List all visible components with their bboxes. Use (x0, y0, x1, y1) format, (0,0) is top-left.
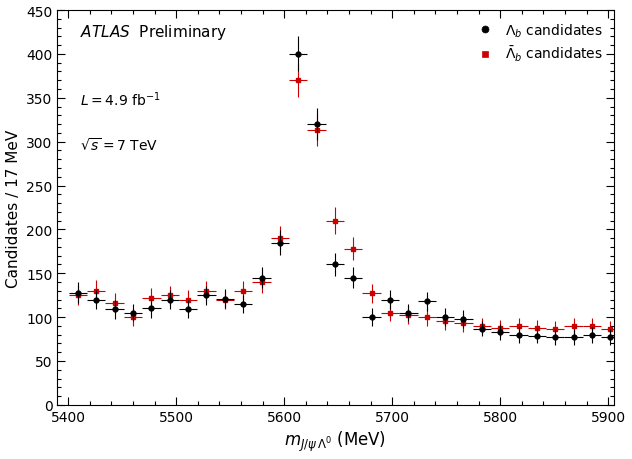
Text: $\bf{\it{ATLAS}}$  Preliminary: $\bf{\it{ATLAS}}$ Preliminary (80, 23, 227, 42)
Text: $\sqrt{s} = 7\ \mathrm{TeV}$: $\sqrt{s} = 7\ \mathrm{TeV}$ (80, 137, 158, 154)
Text: $L = 4.9\ \mathrm{fb}^{-1}$: $L = 4.9\ \mathrm{fb}^{-1}$ (80, 90, 160, 108)
Legend: $\Lambda_b$ candidates, $\bar{\Lambda}_b$ candidates: $\Lambda_b$ candidates, $\bar{\Lambda}_b… (467, 18, 607, 68)
Y-axis label: Candidates / 17 MeV: Candidates / 17 MeV (6, 129, 21, 287)
X-axis label: $m_{J/\psi\,\Lambda^0}$ (MeV): $m_{J/\psi\,\Lambda^0}$ (MeV) (284, 429, 387, 453)
